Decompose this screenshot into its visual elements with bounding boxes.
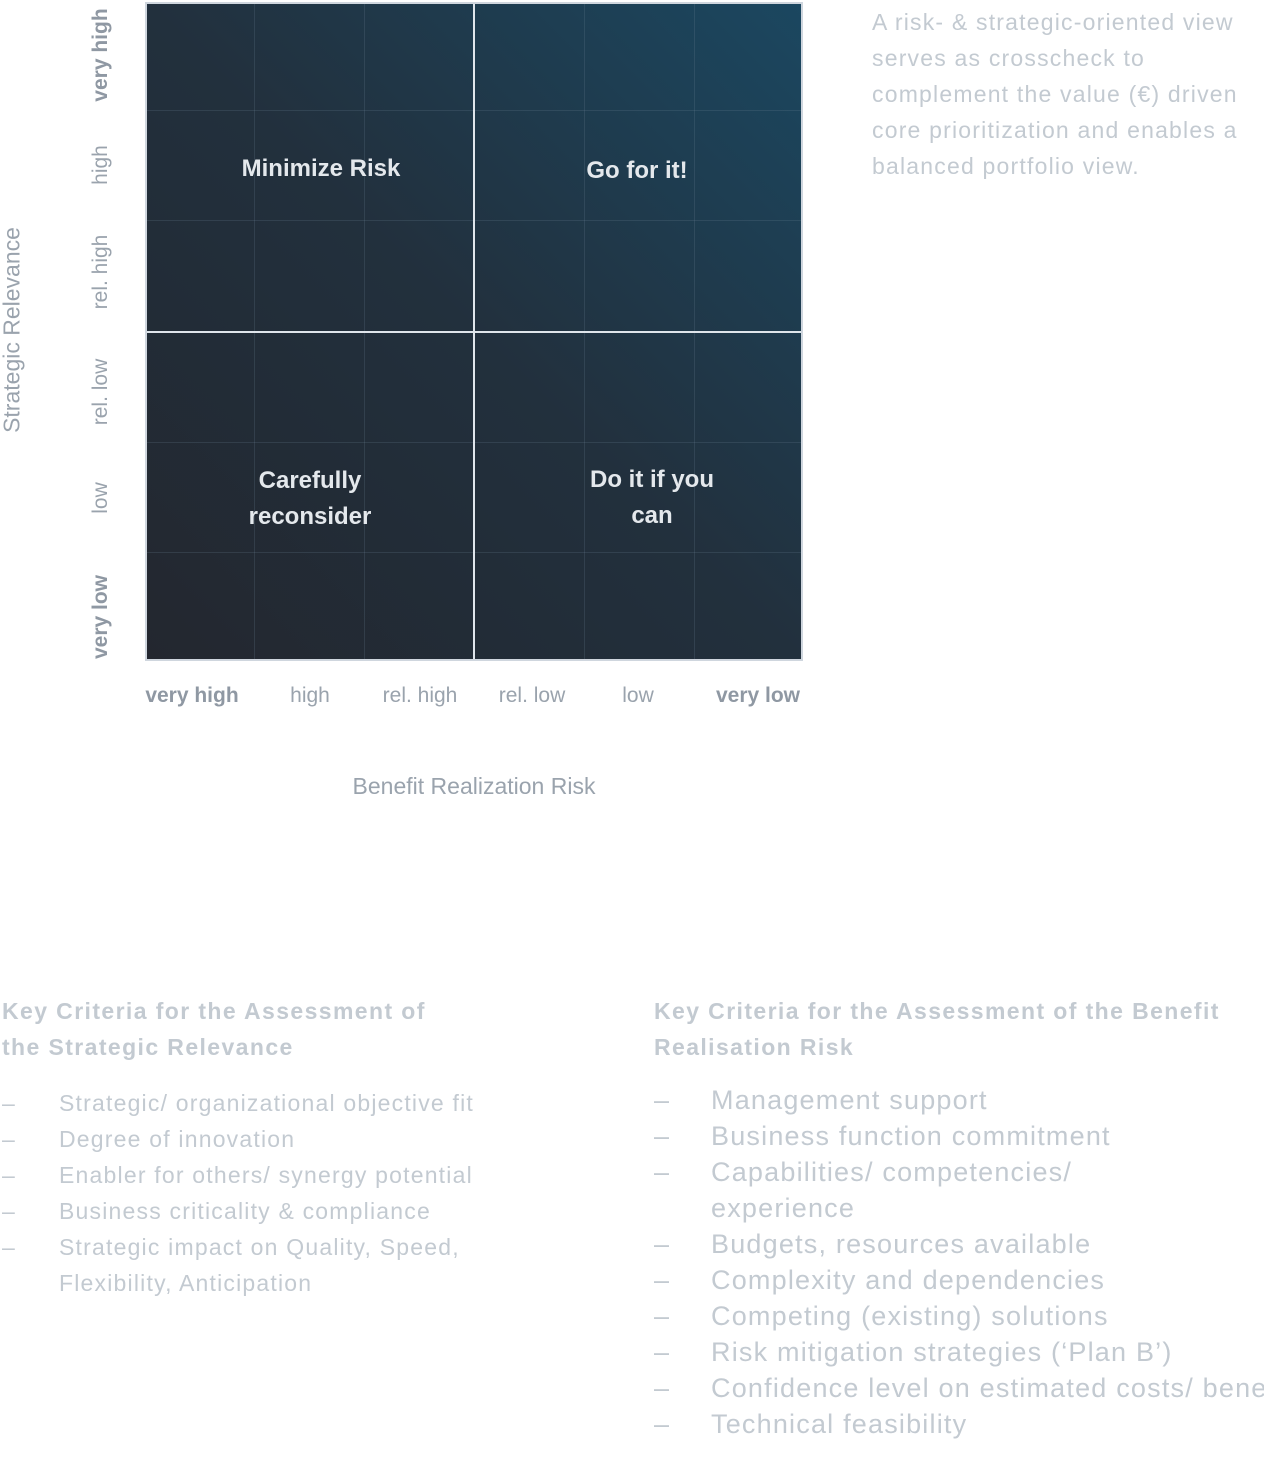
x-axis-title: Benefit Realization Risk [352,773,596,799]
list-item: – Business function commitment [654,1118,1264,1154]
dash-marker: – [654,1121,671,1151]
dash-marker: – [654,1373,671,1403]
list-item-text: Enabler for others/ synergy potential [59,1162,473,1188]
list-item-text: Complexity and dependencies [711,1265,1106,1295]
y-tick-label: rel. low [89,358,112,426]
list-item-text: Capabilities/ competencies/ experience [711,1157,1073,1223]
list-item: – Risk mitigation strategies (‘Plan B’) [654,1334,1264,1370]
y-tick-label: high [89,145,112,185]
y-tick-label: very low [89,574,112,660]
dash-marker: – [654,1157,671,1187]
list-item-text: Confidence level on estimated costs/ ben… [711,1373,1264,1403]
side-note: A risk- & strategic-oriented view serves… [872,9,1238,179]
criteria-right-title: Key Criteria for the Assessment of the B… [654,998,1220,1060]
list-item: – Degree of innovation [2,1121,582,1157]
x-tick-label: low [622,684,654,707]
list-item-text: Degree of innovation [59,1126,296,1152]
dash-marker: – [654,1337,671,1367]
quadrant-label-carefully-reconsider: Carefully reconsider [248,467,372,530]
risk-relevance-matrix: Minimize Risk Go for it! Carefully recon… [145,2,803,661]
list-item-text: Business function commitment [711,1121,1111,1151]
list-item-text: Management support [711,1085,988,1115]
dash-marker: – [654,1229,671,1259]
list-item: – Strategic/ organizational objective fit [2,1085,582,1121]
list-item: – Competing (existing) solutions [654,1298,1264,1334]
x-tick-label: very low [715,684,801,707]
list-item: – Enabler for others/ synergy potential [2,1157,582,1193]
y-tick-label: very high [89,8,112,102]
list-item-text: Strategic/ organizational objective fit [59,1090,475,1116]
dash-marker: – [2,1090,16,1116]
dash-marker: – [654,1301,671,1331]
y-tick-label: low [89,482,112,514]
list-item: – Business criticality & compliance [2,1193,582,1229]
list-item: – Budgets, resources available [654,1226,1264,1262]
quadrant-label-minimize-risk: Minimize Risk [241,155,401,182]
list-item: – Management support [654,1082,1264,1118]
dash-marker: – [2,1126,16,1152]
quadrant-label-go-for-it: Go for it! [586,157,688,184]
list-item: – Complexity and dependencies [654,1262,1264,1298]
criteria-left-title: Key Criteria for the Assessment of the S… [2,998,426,1060]
quadrant-divider-horizontal [147,331,801,333]
list-item: – Capabilities/ competencies/ experience [654,1154,1181,1226]
list-item-text: Competing (existing) solutions [711,1301,1109,1331]
list-item: – Confidence level on estimated costs/ be… [654,1370,1264,1406]
list-item: – Strategic impact on Quality, Speed, Fle… [2,1229,559,1301]
criteria-right-list: – Management support – Business function c… [654,1082,1264,1442]
x-tick-label: very high [145,684,239,707]
dash-marker: – [654,1265,671,1295]
list-item-text: Risk mitigation strategies (‘Plan B’) [711,1337,1173,1367]
x-tick-label: rel. low [498,684,566,707]
dash-marker: – [654,1409,671,1439]
dash-marker: – [2,1162,16,1188]
quadrant-label-do-it-if-you-can: Do it if you can [590,466,714,529]
dash-marker: – [2,1198,16,1224]
x-tick-label: high [290,684,330,707]
y-axis-title: Strategic Relevance [0,227,25,433]
list-item-text: Technical feasibility [711,1409,968,1439]
criteria-left-list: – Strategic/ organizational objective fit… [2,1085,582,1301]
dash-marker: – [654,1085,671,1115]
y-tick-label: rel. high [89,234,112,310]
list-item-text: Strategic impact on Quality, Speed, Flex… [59,1234,460,1296]
dash-marker: – [2,1234,16,1260]
list-item: – Technical feasibility [654,1406,1264,1442]
x-tick-label: rel. high [382,684,458,707]
list-item-text: Budgets, resources available [711,1229,1092,1259]
list-item-text: Business criticality & compliance [59,1198,431,1224]
